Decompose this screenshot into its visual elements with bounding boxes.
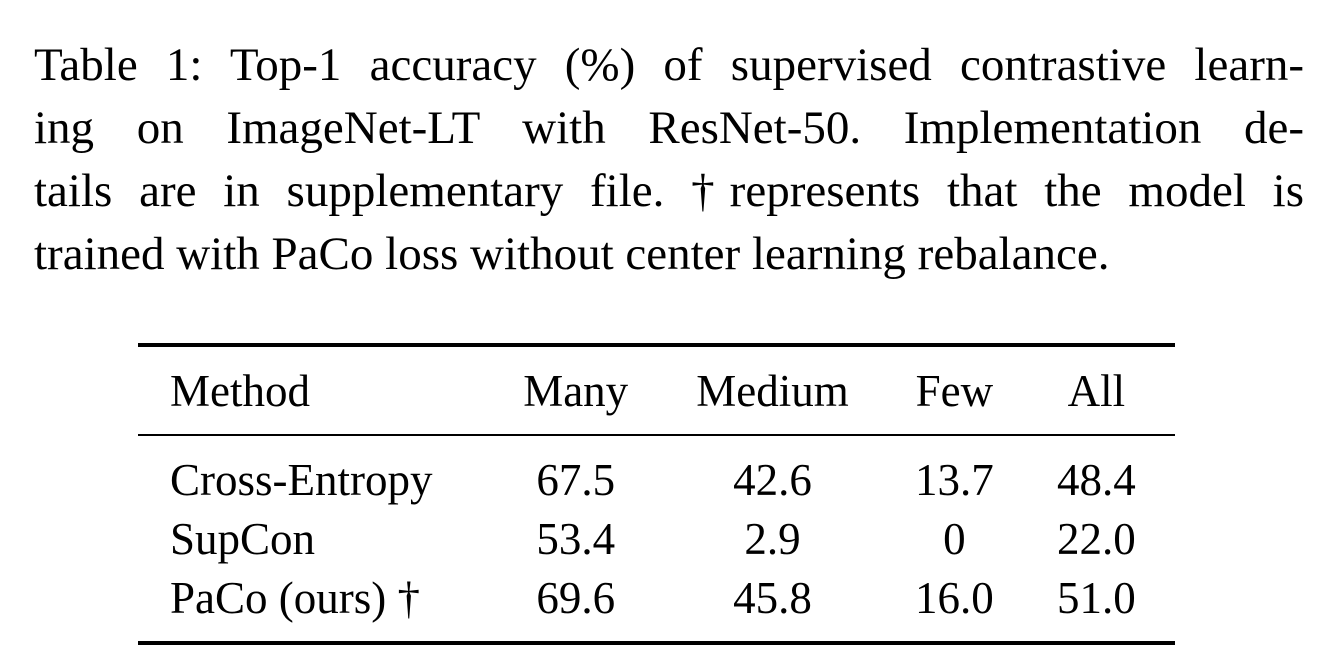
cell-few: 0 bbox=[943, 513, 966, 564]
results-table-container: Method Many Medium Few All Cross-Entropy… bbox=[138, 343, 1175, 645]
cell-all: 51.0 bbox=[1056, 572, 1136, 623]
header-medium: Medium bbox=[696, 365, 849, 416]
cell-method: Cross-Entropy bbox=[170, 454, 433, 505]
table-row: SupCon 53.4 2.9 0 22.0 bbox=[138, 509, 1175, 568]
cell-many: 53.4 bbox=[536, 513, 616, 564]
header-method: Method bbox=[170, 365, 310, 416]
cell-few: 16.0 bbox=[914, 572, 994, 623]
cell-medium: 42.6 bbox=[733, 454, 812, 505]
results-table: Method Many Medium Few All Cross-Entropy… bbox=[138, 343, 1175, 645]
caption-line: trained with PaCo loss without center le… bbox=[34, 228, 1110, 280]
caption-line: Table 1: Top-1 accuracy (%) of supervise… bbox=[34, 39, 1304, 91]
cell-method: PaCo (ours) † bbox=[170, 572, 420, 623]
table-caption: Table 1: Top-1 accuracy (%) of supervise… bbox=[34, 34, 1304, 286]
table-row: PaCo (ours) † 69.6 45.8 16.0 51.0 bbox=[138, 568, 1175, 643]
cell-medium: 45.8 bbox=[733, 572, 812, 623]
caption-line: ing on ImageNet-LT with ResNet-50. Imple… bbox=[34, 102, 1304, 154]
cell-method: SupCon bbox=[170, 513, 316, 564]
cell-many: 69.6 bbox=[536, 572, 616, 623]
caption-line: tails are in supplementary file. †repres… bbox=[34, 165, 1304, 217]
cell-many: 67.5 bbox=[536, 454, 616, 505]
header-many: Many bbox=[523, 365, 629, 416]
header-all: All bbox=[1067, 365, 1126, 416]
header-few: Few bbox=[915, 365, 994, 416]
cell-few: 13.7 bbox=[914, 454, 994, 505]
cell-all: 48.4 bbox=[1056, 454, 1136, 505]
table-header-row: Method Many Medium Few All bbox=[138, 345, 1175, 435]
table-row: Cross-Entropy 67.5 42.6 13.7 48.4 bbox=[138, 435, 1175, 509]
cell-all: 22.0 bbox=[1056, 513, 1136, 564]
cell-medium: 2.9 bbox=[744, 513, 801, 564]
